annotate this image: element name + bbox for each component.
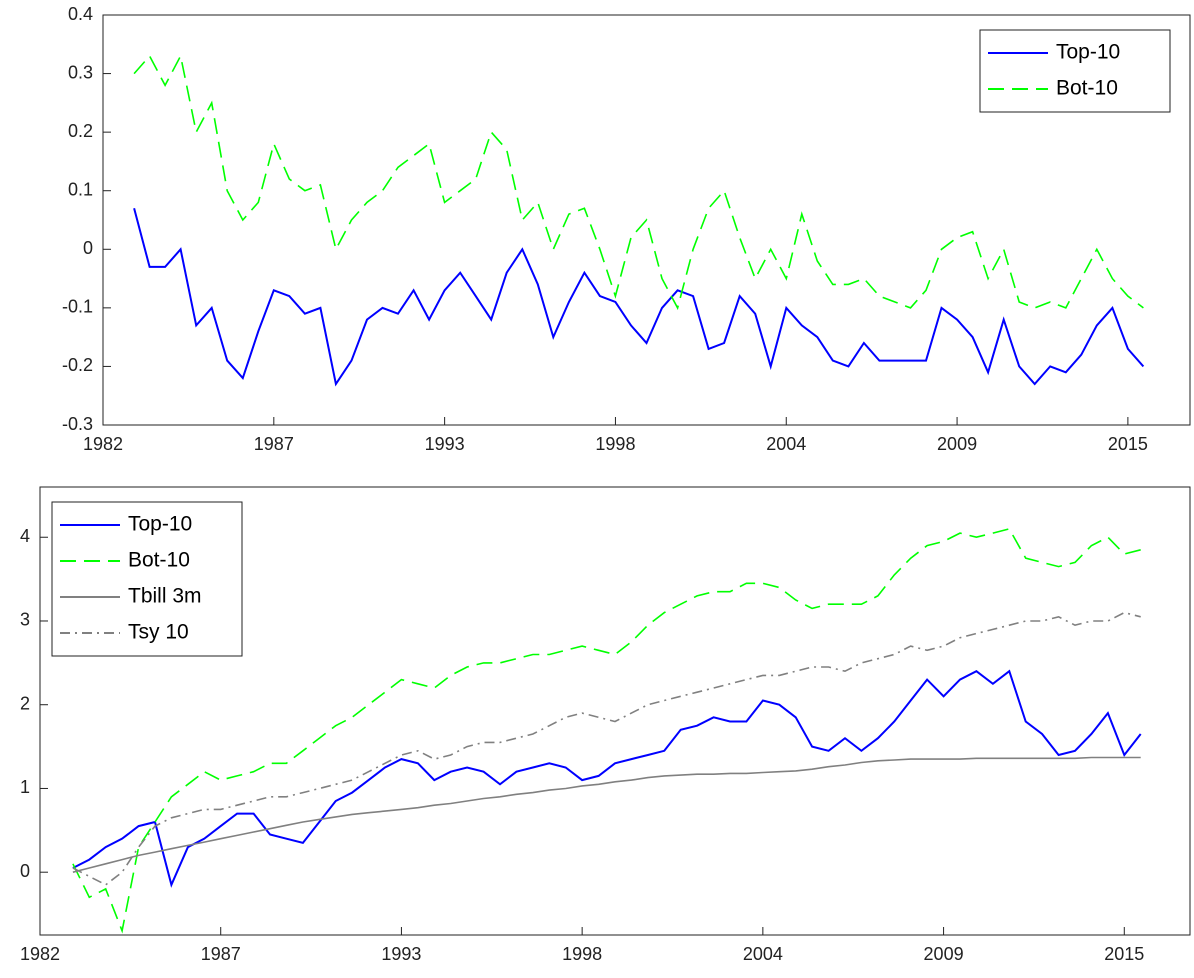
- x-tick-label: 1998: [595, 434, 635, 454]
- x-tick-label: 2015: [1108, 434, 1148, 454]
- legend-label: Bot-10: [128, 549, 190, 572]
- y-tick-label: 2: [20, 693, 30, 713]
- y-tick-label: 3: [20, 610, 30, 630]
- y-tick-label: -0.1: [62, 297, 93, 317]
- x-tick-label: 1993: [425, 434, 465, 454]
- series-line: [72, 669, 1142, 888]
- legend-label: Bot-10: [1056, 77, 1118, 100]
- x-tick-label: 2009: [937, 434, 977, 454]
- y-tick-label: 0: [20, 861, 30, 881]
- legend-label: Tsy 10: [128, 621, 189, 644]
- x-tick-label: 1982: [83, 434, 123, 454]
- y-tick-label: 0.3: [68, 62, 93, 82]
- legend: Top-10 Bot-10 Tbill 3m Tsy 10: [51, 501, 243, 657]
- y-tick-label: 0: [83, 238, 93, 258]
- y-tick-label: -0.3: [62, 414, 93, 434]
- y-tick-label: 0.1: [68, 179, 93, 199]
- series-line: [72, 527, 1141, 934]
- x-tick-label: 1987: [201, 944, 241, 964]
- y-tick-label: 0.4: [68, 4, 93, 24]
- legend-label: Top-10: [1056, 41, 1120, 64]
- series-line: [133, 53, 1144, 311]
- legend-box: [51, 501, 243, 657]
- legend-box: [979, 29, 1171, 113]
- series-line: [72, 756, 1141, 873]
- legend-label: Tbill 3m: [128, 585, 202, 608]
- x-tick-label: 2009: [924, 944, 964, 964]
- x-tick-label: 2015: [1104, 944, 1144, 964]
- legend-label: Top-10: [128, 513, 192, 536]
- y-tick-label: 0.2: [68, 121, 93, 141]
- x-tick-label: 1987: [254, 434, 294, 454]
- x-tick-label: 2004: [766, 434, 806, 454]
- x-tick-label: 1998: [562, 944, 602, 964]
- series-line: [133, 208, 1145, 387]
- series-line: [72, 611, 1141, 886]
- subplot: 0 1 2 3 4 1982 1987 1993 1998 2004 2009 2015 Top-10 B…: [20, 486, 1191, 964]
- subplot: -0.3 -0.2 -0.1 0 0.1 0.2 0.3 0.4 1982 1987 1993 199…: [62, 4, 1191, 454]
- x-tick-label: 2004: [743, 944, 783, 964]
- x-tick-label: 1993: [381, 944, 421, 964]
- legend: Top-10 Bot-10: [979, 29, 1171, 113]
- y-tick-label: 4: [20, 526, 30, 546]
- y-tick-label: -0.2: [62, 355, 93, 375]
- y-tick-label: 1: [20, 777, 30, 797]
- x-tick-label: 1982: [20, 944, 60, 964]
